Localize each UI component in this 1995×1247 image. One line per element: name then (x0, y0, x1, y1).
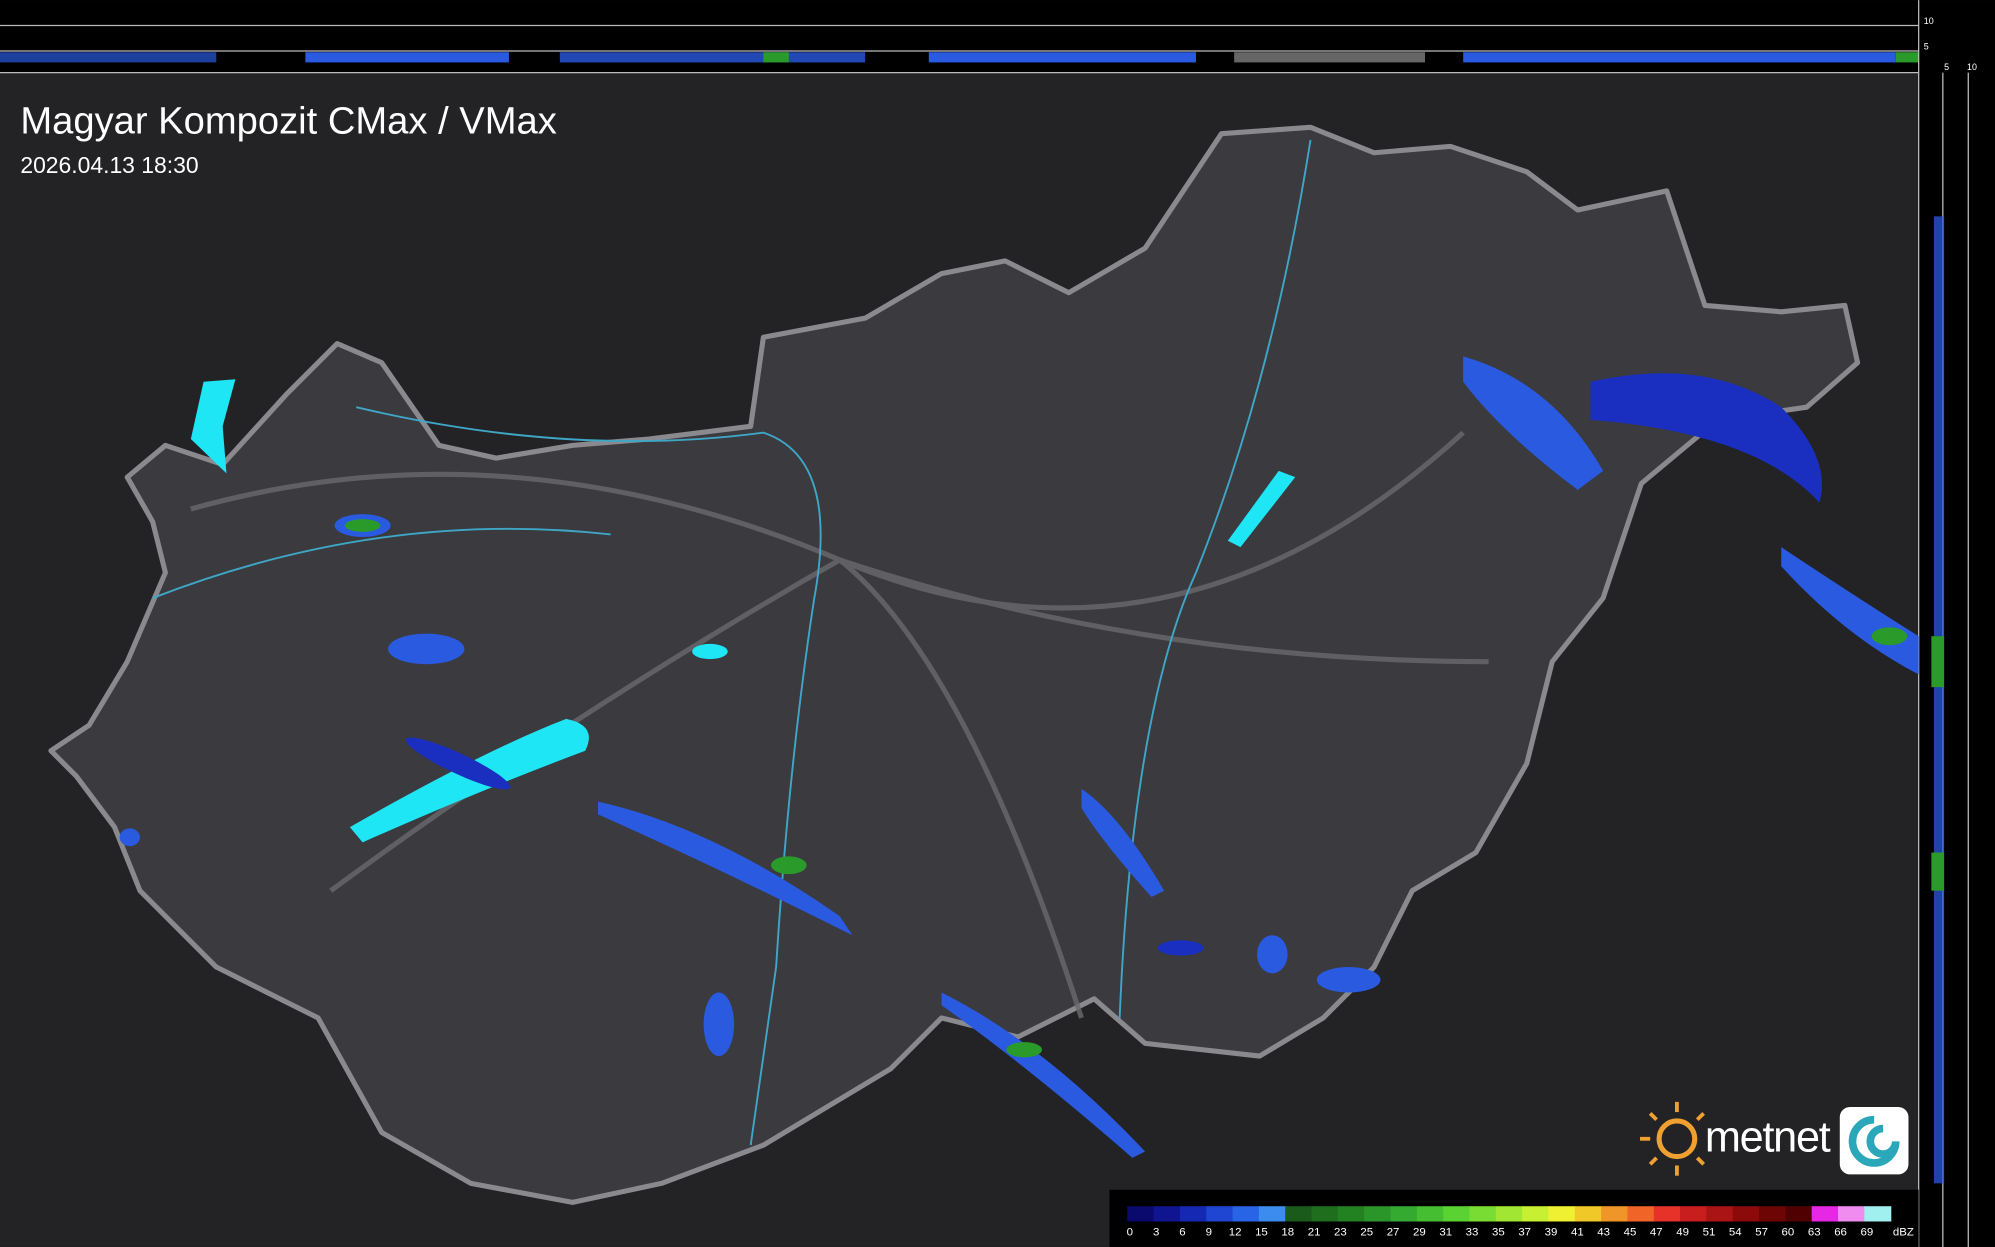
legend-label: 18 (1281, 1226, 1294, 1238)
legend-label: 39 (1545, 1226, 1558, 1238)
legend-swatch (1285, 1206, 1313, 1222)
legend-label: 25 (1360, 1226, 1373, 1238)
legend-label: 29 (1413, 1226, 1426, 1238)
logo: metnet (1640, 1101, 1909, 1176)
legend-swatch (1785, 1206, 1813, 1222)
legend-label: 69 (1861, 1226, 1874, 1238)
legend-label: 54 (1729, 1226, 1742, 1238)
legend-label: 21 (1308, 1226, 1321, 1238)
legend-swatch (1732, 1206, 1760, 1222)
logo-rays (1640, 1101, 1705, 1176)
legend-label: 41 (1571, 1226, 1584, 1238)
legend: 0 3 6 9 12 15 18 21 23 25 27 29 31 33 35 37 39 41 43 45 47 49… (1127, 1206, 1914, 1238)
legend-swatch (1680, 1206, 1708, 1222)
precipitation (119, 356, 1919, 1158)
legend-label: 12 (1229, 1226, 1242, 1238)
legend-label: 27 (1387, 1226, 1400, 1238)
roads (190, 430, 1489, 1019)
legend-swatch (1443, 1206, 1471, 1222)
legend-label: 35 (1492, 1226, 1505, 1238)
legend-swatch (1522, 1206, 1550, 1222)
rivers (152, 139, 1312, 1146)
map-timestamp: 2026.04.13 18:30 (20, 152, 198, 178)
legend-swatch (1469, 1206, 1497, 1222)
legend-swatch (1706, 1206, 1734, 1222)
legend-label: 31 (1439, 1226, 1452, 1238)
legend-swatch (1627, 1206, 1655, 1222)
legend-label: 47 (1650, 1226, 1663, 1238)
side-axis-label: 5 (1944, 62, 1949, 72)
legend-swatch (1337, 1206, 1365, 1222)
legend-label: 33 (1466, 1226, 1479, 1238)
legend-label: 63 (1808, 1226, 1821, 1238)
legend-swatch (1759, 1206, 1787, 1222)
legend-swatch (1838, 1206, 1865, 1222)
legend-label: 9 (1206, 1226, 1212, 1238)
legend-label: 37 (1518, 1226, 1531, 1238)
legend-label: 43 (1597, 1226, 1610, 1238)
legend-swatch (1653, 1206, 1681, 1222)
legend-swatch (1364, 1206, 1392, 1222)
legend-swatch (1258, 1206, 1286, 1222)
legend-label: 6 (1179, 1226, 1185, 1238)
legend-swatch (1232, 1206, 1260, 1222)
legend-label: 45 (1624, 1226, 1637, 1238)
legend-label: 15 (1255, 1226, 1268, 1238)
legend-label: 60 (1782, 1226, 1795, 1238)
side-axis-label: 10 (1924, 16, 1934, 26)
legend-label: 51 (1703, 1226, 1716, 1238)
legend-swatch (1153, 1206, 1181, 1222)
legend-swatch (1864, 1206, 1892, 1222)
legend-swatch (1311, 1206, 1339, 1222)
legend-swatch (1206, 1206, 1234, 1222)
logo-text: metnet (1705, 1114, 1831, 1162)
legend-label: 49 (1676, 1226, 1689, 1238)
legend-swatch (1574, 1206, 1602, 1222)
legend-label: 66 (1834, 1226, 1847, 1238)
legend-swatch (1811, 1206, 1839, 1222)
top-strip-echoes (0, 52, 1919, 63)
legend-swatch (1601, 1206, 1629, 1222)
legend-swatch (1390, 1206, 1418, 1222)
legend-swatch (1179, 1206, 1207, 1222)
legend-label: 0 (1127, 1226, 1133, 1238)
legend-swatch (1495, 1206, 1523, 1222)
side-strip-echoes (1931, 216, 1945, 1184)
map-title: Magyar Kompozit CMax / VMax (20, 100, 556, 143)
side-axis-label: 5 (1924, 42, 1929, 52)
side-strip (1918, 0, 1995, 1247)
side-axis-label: 10 (1967, 62, 1977, 72)
logo-sun (1656, 1118, 1698, 1160)
legend-label: 23 (1334, 1226, 1347, 1238)
legend-unit: dBZ (1893, 1226, 1914, 1238)
legend-swatch (1548, 1206, 1576, 1222)
legend-swatch (1416, 1206, 1444, 1222)
logo-swirl (1848, 1115, 1900, 1167)
legend-label: 3 (1153, 1226, 1159, 1238)
legend-swatch (1127, 1206, 1155, 1222)
country-outline (48, 124, 1861, 1205)
legend-label: 57 (1755, 1226, 1768, 1238)
